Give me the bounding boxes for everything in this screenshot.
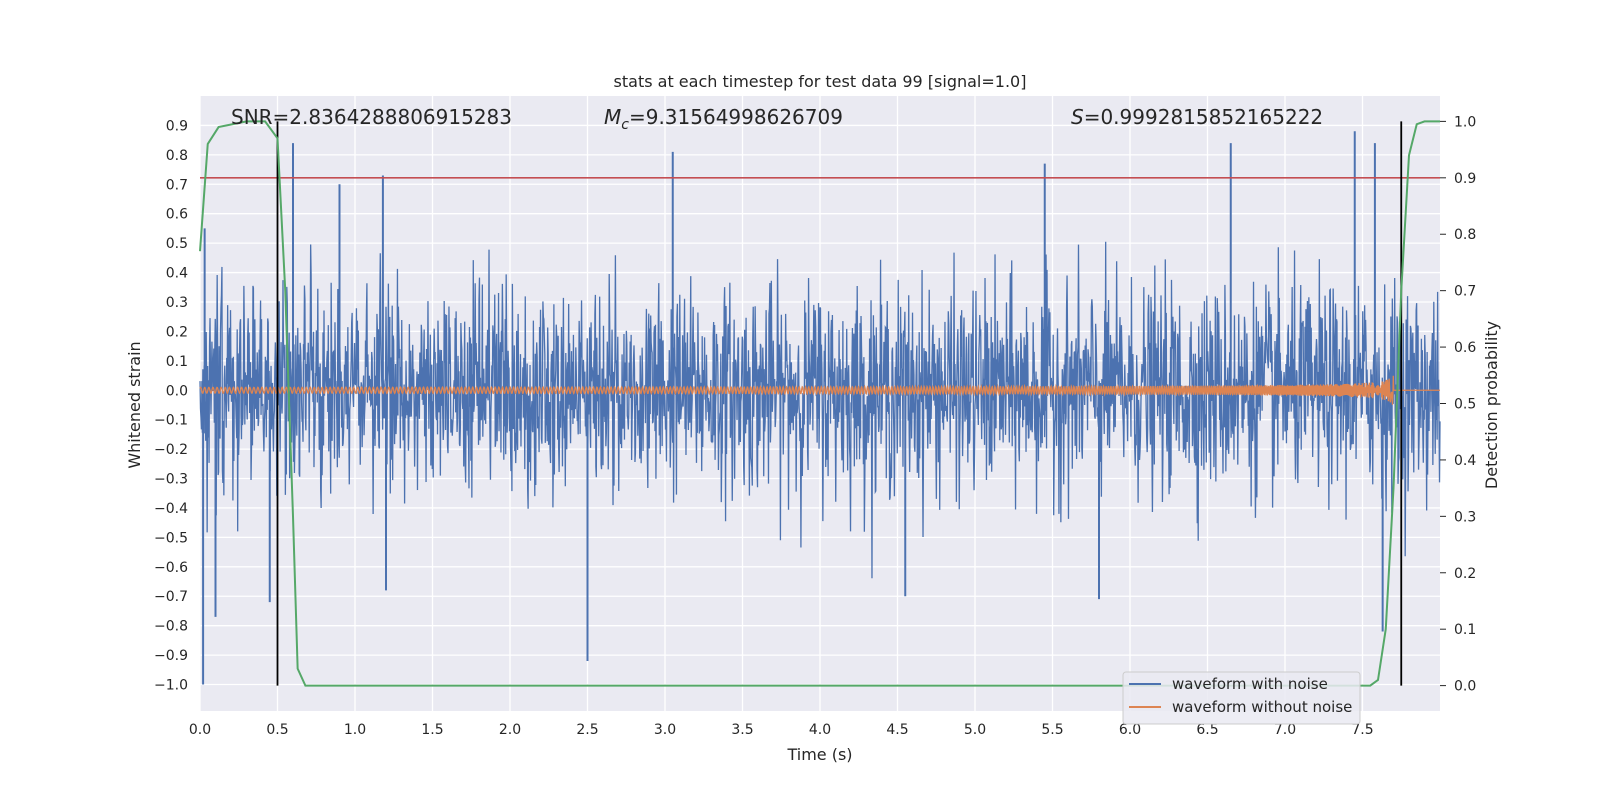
y2-axis-label: Detection probability	[1482, 321, 1501, 489]
y-tick-label: −0.8	[154, 619, 188, 635]
x-axis-label: Time (s)	[786, 745, 852, 764]
y-tick-label: 0.6	[166, 207, 188, 223]
series-detection-probability	[199, 120, 1440, 687]
x-tick-label: 5.0	[964, 722, 986, 738]
y-tick-label: −0.9	[154, 648, 188, 664]
y2-tick-label: 0.8	[1454, 227, 1476, 243]
y-tick-label: 0.7	[166, 177, 188, 193]
chart-title: stats at each timestep for test data 99 …	[614, 72, 1027, 91]
probability-trace	[199, 120, 1440, 687]
chirp-mass-symbol: M	[604, 105, 621, 129]
legend-label-without-noise: waveform without noise	[1172, 698, 1352, 716]
series-waveform-with-noise	[199, 131, 1441, 685]
legend-box	[1122, 671, 1361, 725]
x-tick-label: 0.0	[189, 722, 211, 738]
y-tick-label: 0.3	[166, 295, 188, 311]
overlay-lines	[200, 121, 1440, 686]
x-tick-label: 0.5	[266, 722, 288, 738]
statistic-value: =0.9992815852165222	[1084, 105, 1323, 129]
chirp-mass-subscript: c	[621, 117, 629, 133]
legend-label-with-noise: waveform with noise	[1172, 675, 1328, 693]
y2-tick-label: 0.9	[1454, 171, 1476, 187]
x-tick-label: 7.5	[1351, 722, 1373, 738]
statistic-annotation: S=0.9992815852165222	[1071, 105, 1323, 129]
y2-tick-label: 0.6	[1454, 340, 1476, 356]
y-tick-label: 0.1	[166, 354, 188, 370]
y2-tick-label: 0.7	[1454, 284, 1476, 300]
y2-tick-label: 0.0	[1454, 679, 1476, 695]
y-tick-label: 0.5	[166, 236, 188, 252]
tick-labels: 0.0 0.5 1.0 1.5 2.0 2.5 3.0 3.5 4.0 4.5 5.0 5.5 6.0 6…	[154, 114, 1476, 738]
chirp-mass-annotation: Mc=9.31564998626709	[604, 105, 843, 133]
y-axis-label: Whitened strain	[125, 341, 144, 468]
x-tick-label: 3.5	[731, 722, 753, 738]
y2-tick-label: 0.5	[1454, 397, 1476, 413]
y2-tick-label: 0.3	[1454, 509, 1476, 525]
chirp-trace	[199, 375, 1440, 405]
y-tick-label: −0.7	[154, 589, 188, 605]
y-tick-label: 0.0	[166, 383, 188, 399]
y-tick-label: −0.3	[154, 472, 188, 488]
y-tick-label: 0.9	[166, 118, 188, 134]
y2-tick-label: 0.4	[1454, 453, 1476, 469]
y-tick-label: −0.4	[154, 501, 188, 517]
y-tick-label: 0.4	[166, 266, 188, 282]
statistic-symbol: S	[1071, 105, 1084, 129]
x-tick-label: 4.0	[809, 722, 831, 738]
y2-tick-label: 0.1	[1454, 622, 1476, 638]
y2-tick-label: 1.0	[1454, 114, 1476, 130]
legend: waveform with noise waveform without noi…	[1122, 671, 1361, 725]
series-waveform-without-noise	[199, 375, 1440, 405]
x-tick-label: 3.0	[654, 722, 676, 738]
y-tick-label: −1.0	[154, 678, 188, 694]
y-tick-label: 0.8	[166, 148, 188, 164]
y-tick-label: −0.6	[154, 560, 188, 576]
x-tick-label: 6.5	[1196, 722, 1218, 738]
y-tick-label: −0.5	[154, 530, 188, 546]
chirp-mass-value: =9.31564998626709	[629, 105, 843, 129]
x-tick-label: 1.0	[344, 722, 366, 738]
x-tick-label: 1.5	[421, 722, 443, 738]
x-tick-label: 6.0	[1119, 722, 1141, 738]
x-tick-label: 4.5	[886, 722, 908, 738]
y-tick-label: −0.2	[154, 442, 188, 458]
x-tick-label: 5.5	[1041, 722, 1063, 738]
y-tick-label: −0.1	[154, 413, 188, 429]
x-tick-label: 2.0	[499, 722, 521, 738]
y2-tick-label: 0.2	[1454, 566, 1476, 582]
snr-annotation: SNR=2.8364288806915283	[231, 105, 512, 129]
y-tick-label: 0.2	[166, 324, 188, 340]
noise-trace	[199, 241, 1441, 579]
x-tick-label: 2.5	[576, 722, 598, 738]
x-tick-label: 7.0	[1274, 722, 1296, 738]
